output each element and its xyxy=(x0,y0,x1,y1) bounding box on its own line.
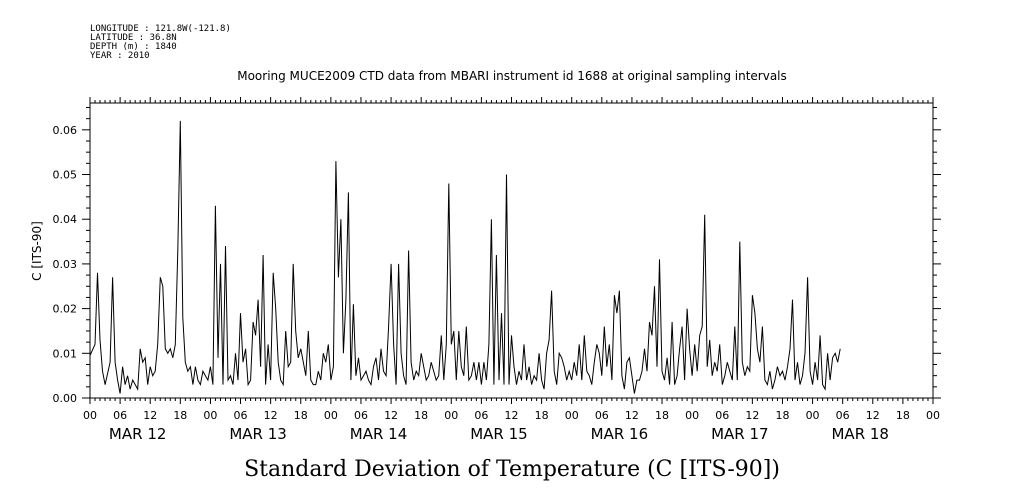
x-tick-label: 00 xyxy=(324,409,338,422)
depth-label: DEPTH (m) : 1840 xyxy=(90,42,177,52)
y-tick-label: 0.01 xyxy=(53,347,78,360)
longitude-label: LONGITUDE : 121.8W(-121.8) xyxy=(90,24,231,34)
x-tick-label: 06 xyxy=(354,409,368,422)
x-tick-label: 18 xyxy=(414,409,428,422)
x-tick-label: 00 xyxy=(444,409,458,422)
y-tick-label: 0.02 xyxy=(53,303,78,316)
x-tick-label: 12 xyxy=(384,409,398,422)
x-tick-label: 06 xyxy=(595,409,609,422)
x-tick-label: 00 xyxy=(203,409,217,422)
x-tick-label: 12 xyxy=(264,409,278,422)
x-tick-label: 12 xyxy=(505,409,519,422)
x-tick-label: 06 xyxy=(715,409,729,422)
x-tick-label: 12 xyxy=(625,409,639,422)
y-tick-label: 0.03 xyxy=(53,258,78,271)
y-tick-label: 0.05 xyxy=(53,169,78,182)
x-tick-label: 12 xyxy=(866,409,880,422)
series-group xyxy=(89,120,841,394)
x-tick-label: 00 xyxy=(685,409,699,422)
axes-group: 0.00 0.01 0.02 0.03 0.04 0.05 0.06 00 06 12 18 00 06… xyxy=(53,97,941,443)
x-tick-label: 12 xyxy=(745,409,759,422)
x-tick-label: 18 xyxy=(655,409,669,422)
x-tick-label: 00 xyxy=(806,409,820,422)
year-label: YEAR : 2010 xyxy=(90,51,150,61)
x-tick-label: 12 xyxy=(143,409,157,422)
x-tick-label: 00 xyxy=(83,409,97,422)
x-tick-label: 06 xyxy=(836,409,850,422)
series-line xyxy=(89,120,841,394)
x-tick-label: 06 xyxy=(113,409,127,422)
x-day-label: MAR 18 xyxy=(831,425,888,443)
x-tick-label: 18 xyxy=(896,409,910,422)
y-tick-label: 0.06 xyxy=(53,124,78,137)
x-tick-label: 06 xyxy=(234,409,248,422)
y-tick-label: 0.04 xyxy=(53,213,78,226)
y-axis-label: C [ITS-90] xyxy=(30,221,44,281)
chart-title: Mooring MUCE2009 CTD data from MBARI ins… xyxy=(237,69,787,83)
y-tick-label: 0.00 xyxy=(53,392,78,405)
x-day-label: MAR 17 xyxy=(711,425,768,443)
x-tick-label: 00 xyxy=(926,409,940,422)
x-day-label: MAR 12 xyxy=(109,425,166,443)
x-tick-label: 18 xyxy=(775,409,789,422)
x-tick-label: 18 xyxy=(173,409,187,422)
x-tick-label: 18 xyxy=(294,409,308,422)
x-day-label: MAR 16 xyxy=(591,425,648,443)
x-tick-label: 18 xyxy=(535,409,549,422)
latitude-label: LATITUDE : 36.8N xyxy=(90,33,177,43)
x-day-label: MAR 14 xyxy=(350,425,407,443)
x-axis-label: Standard Deviation of Temperature (C [IT… xyxy=(244,457,780,482)
x-day-label: MAR 15 xyxy=(470,425,527,443)
x-day-label: MAR 13 xyxy=(229,425,286,443)
x-tick-label: 06 xyxy=(474,409,488,422)
x-tick-label: 00 xyxy=(565,409,579,422)
